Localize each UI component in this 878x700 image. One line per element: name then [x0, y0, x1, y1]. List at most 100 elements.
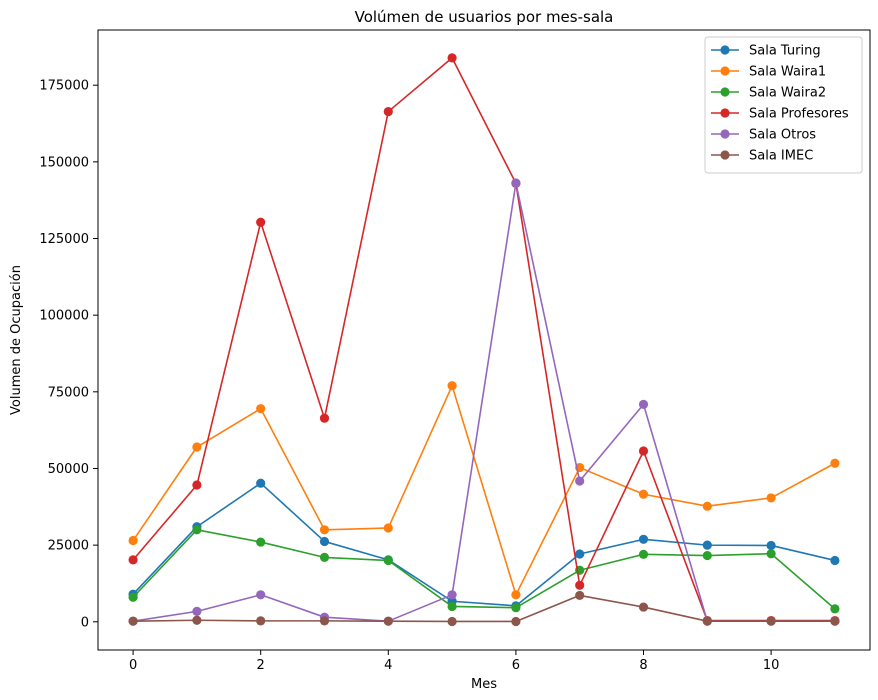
data-point — [638, 549, 649, 559]
legend-marker — [720, 87, 730, 97]
data-point — [383, 523, 393, 533]
series-line — [132, 384, 836, 596]
series-sala-imec — [128, 590, 840, 627]
legend: Sala Turing Sala Waira1 Sala Waira2 Sala Pr… — [704, 36, 863, 174]
data-point — [766, 540, 776, 551]
plot-area — [128, 53, 840, 627]
data-point — [702, 616, 712, 626]
y-axis: 0 25000 50000 75000 100000 125000 150000 175000 — [39, 79, 98, 630]
data-point — [447, 601, 457, 612]
data-point — [256, 404, 266, 414]
y-tick-label: 150000 — [39, 155, 89, 170]
data-point — [511, 178, 521, 188]
data-point — [575, 476, 585, 486]
data-point — [256, 616, 266, 626]
x-axis-label: Mes — [471, 677, 497, 692]
data-point — [192, 525, 202, 535]
y-tick-label: 50000 — [48, 462, 89, 477]
series-line — [132, 482, 836, 607]
axes-frame — [97, 29, 871, 651]
data-point — [319, 525, 330, 535]
legend-label: Sala Waira1 — [749, 65, 826, 80]
data-point — [830, 604, 840, 614]
y-tick-label: 25000 — [48, 539, 89, 554]
x-tick-label: 2 — [257, 658, 265, 673]
y-tick-label: 125000 — [39, 232, 89, 247]
data-point — [192, 606, 202, 616]
series-line — [132, 529, 836, 610]
legend-marker — [720, 66, 730, 76]
y-axis-label: Volumen de Ocupación — [9, 265, 24, 415]
chart-title: Volúmen de usuarios por mes-sala — [355, 8, 614, 26]
series-sala-waira2 — [128, 525, 840, 614]
data-point — [128, 535, 138, 546]
data-point — [319, 616, 330, 626]
data-point — [256, 478, 266, 488]
data-point — [447, 616, 457, 627]
data-point — [766, 616, 776, 626]
data-point — [638, 489, 649, 499]
data-point — [192, 615, 202, 625]
legend-label: Sala Turing — [749, 44, 821, 59]
x-tick-label: 10 — [763, 658, 780, 673]
data-point — [128, 555, 138, 565]
data-point — [128, 616, 138, 626]
legend-label: Sala Waira2 — [749, 86, 826, 101]
data-point — [319, 413, 330, 423]
x-tick-label: 0 — [129, 658, 137, 673]
legend-item: Sala Otros — [711, 128, 816, 143]
data-point — [575, 549, 585, 559]
legend-marker — [720, 129, 730, 139]
data-point — [638, 399, 649, 409]
data-point — [511, 603, 521, 613]
data-point — [575, 580, 585, 590]
legend-label: Sala Profesores — [749, 107, 849, 122]
data-point — [702, 501, 712, 511]
data-point — [702, 550, 712, 561]
legend-box — [704, 36, 863, 174]
series-line — [133, 594, 835, 623]
legend-label: Sala IMEC — [749, 149, 813, 164]
data-point — [256, 590, 266, 600]
legend-item: Sala Waira2 — [711, 86, 826, 101]
data-point — [830, 555, 840, 566]
data-point — [319, 552, 330, 562]
data-point — [830, 458, 840, 468]
legend-marker — [720, 45, 730, 55]
x-tick-label: 8 — [639, 658, 647, 673]
data-point — [256, 537, 266, 547]
data-point — [192, 480, 202, 490]
x-tick-label: 6 — [512, 658, 520, 673]
legend-item: Sala Turing — [711, 44, 821, 59]
data-point — [383, 106, 393, 117]
data-point — [511, 590, 521, 600]
x-tick-label: 4 — [384, 658, 392, 673]
data-point — [128, 592, 138, 602]
data-point — [830, 616, 840, 626]
data-point — [447, 381, 457, 391]
data-point — [702, 540, 712, 550]
data-point — [192, 442, 202, 452]
y-tick-label: 175000 — [39, 79, 89, 94]
data-point — [383, 555, 393, 566]
data-point — [766, 549, 776, 559]
y-tick-label: 75000 — [48, 385, 89, 400]
data-point — [447, 53, 457, 63]
data-point — [638, 534, 649, 544]
legend-marker — [720, 108, 730, 118]
data-point — [319, 536, 330, 547]
data-point — [256, 217, 266, 227]
x-axis: 0 2 4 6 8 10 — [129, 650, 779, 673]
legend-label: Sala Otros — [749, 128, 816, 143]
y-tick-label: 100000 — [39, 309, 89, 324]
legend-item: Sala Profesores — [711, 107, 849, 122]
data-point — [447, 590, 457, 600]
data-point — [511, 616, 521, 627]
data-point — [638, 602, 649, 612]
data-point — [766, 493, 776, 503]
legend-item: Sala IMEC — [711, 149, 813, 164]
data-point — [383, 616, 393, 626]
data-point — [638, 446, 649, 456]
legend-marker — [720, 150, 730, 160]
